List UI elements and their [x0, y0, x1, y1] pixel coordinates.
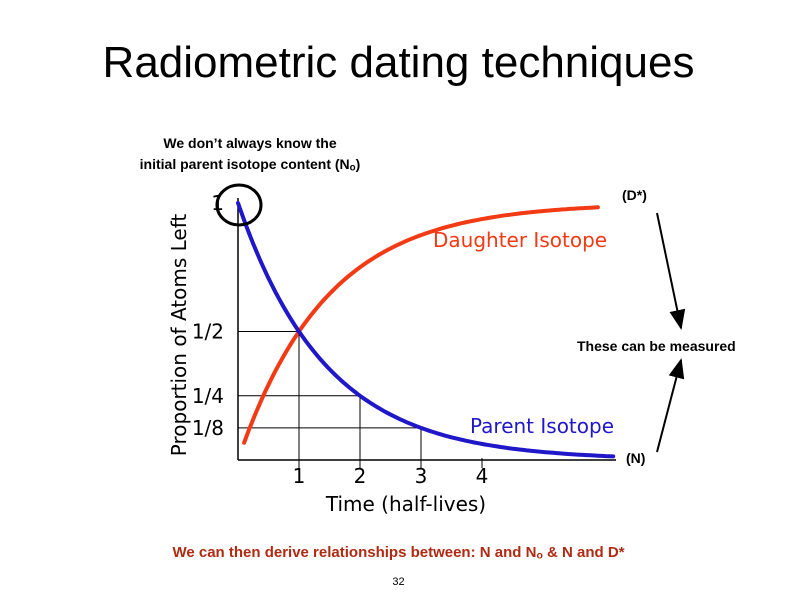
note-relationships-post: & N and D* [542, 544, 625, 561]
y-tick-label: 1/4 [192, 384, 224, 408]
daughter-isotope-line [242, 205, 600, 445]
annotation-parent: (N) [626, 450, 645, 466]
parent-isotope-label: Parent Isotope [470, 414, 614, 438]
x-tick-label: 1 [293, 464, 306, 488]
y-tick-label: 1/8 [192, 416, 224, 440]
note-initial-line2: initial parent isotope content (No) [60, 154, 440, 178]
arrow-to-measured-top [656, 212, 686, 330]
page-number: 32 [392, 576, 405, 588]
x-axis-label: Time (half-lives) [325, 492, 486, 516]
x-tick-label: 2 [354, 464, 367, 488]
initial-point-circle [215, 183, 263, 227]
y-tick-label: 1/2 [192, 320, 224, 344]
y-axis-label: Proportion of Atoms Left [167, 214, 191, 457]
grid-lines [238, 331, 483, 468]
x-tick-labels: 1 2 3 4 [293, 464, 489, 488]
x-tick-label: 4 [476, 464, 489, 488]
y-tick-labels: 11/21/41/8 [192, 191, 224, 440]
note-relationships-sub: o [536, 549, 543, 562]
note-initial-line1: We don’t always know the [163, 135, 337, 151]
note-measured: These can be measured [577, 338, 736, 354]
note-initial-close: ) [355, 156, 361, 172]
note-initial-content: We don’t always know the initial parent … [60, 133, 440, 178]
note-initial-sub: o [349, 162, 356, 174]
annotation-daughter: (D*) [622, 187, 647, 203]
daughter-isotope-label: Daughter Isotope [433, 228, 607, 252]
note-relationships-text: We can then derive relationships between… [172, 544, 537, 561]
x-tick-label: 3 [415, 464, 428, 488]
arrow-to-measured-bottom [656, 358, 685, 453]
parent-isotope-line [236, 201, 616, 459]
slide-title: Radiometric dating techniques [102, 38, 695, 87]
note-relationships: We can then derive relationships between… [0, 544, 797, 562]
note-initial-line2-text: initial parent isotope content (N [139, 156, 350, 172]
